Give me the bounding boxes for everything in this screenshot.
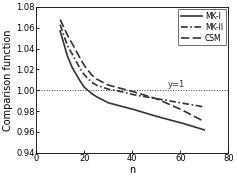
MK-I	[144, 112, 147, 114]
MK-I	[180, 122, 183, 124]
MK-II	[59, 24, 62, 26]
Line: MK-II: MK-II	[60, 25, 204, 107]
MK-II	[145, 96, 147, 98]
Line: MK-I: MK-I	[60, 31, 204, 130]
MK-II	[189, 104, 192, 106]
MK-I	[59, 30, 62, 32]
MK-I	[147, 113, 150, 115]
MK-II	[59, 25, 62, 27]
MK-II	[144, 96, 147, 98]
X-axis label: n: n	[129, 164, 135, 174]
MK-II	[180, 102, 183, 104]
Line: CSM: CSM	[60, 19, 204, 122]
CSM	[144, 94, 147, 96]
MK-I	[189, 125, 192, 127]
CSM	[180, 109, 183, 111]
CSM	[145, 94, 147, 96]
CSM	[203, 121, 206, 123]
Legend: MK-I, MK-II, CSM: MK-I, MK-II, CSM	[178, 9, 226, 45]
MK-II	[203, 106, 206, 108]
CSM	[189, 113, 192, 116]
Y-axis label: Comparison function: Comparison function	[4, 29, 14, 131]
CSM	[59, 19, 62, 22]
MK-I	[145, 112, 147, 114]
Text: y=1: y=1	[168, 80, 185, 89]
MK-I	[59, 32, 62, 34]
MK-II	[147, 96, 150, 98]
MK-I	[203, 129, 206, 131]
CSM	[59, 18, 62, 20]
CSM	[147, 95, 150, 97]
